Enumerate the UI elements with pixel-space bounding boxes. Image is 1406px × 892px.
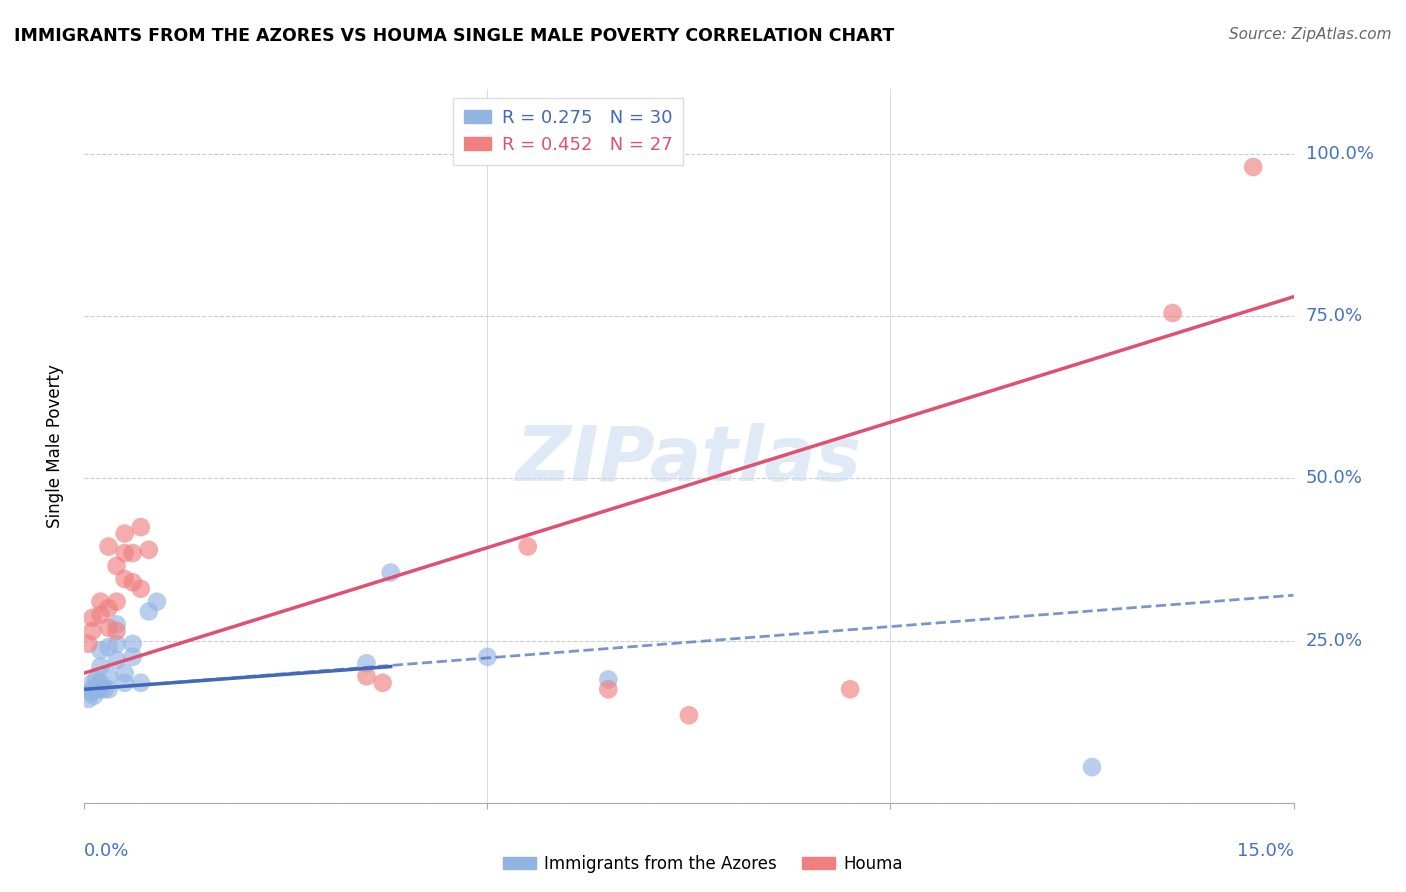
Point [138,604,160,618]
Point [114,526,136,541]
Point [89,643,111,657]
Point [380,566,402,580]
Point [97,540,120,554]
Point [114,666,136,681]
Text: 50.0%: 50.0% [1306,469,1362,487]
Point [82,611,104,625]
Point [121,649,143,664]
Point [97,621,120,635]
Point [839,682,862,697]
Point [89,682,111,697]
Point [97,601,120,615]
Text: Source: ZipAtlas.com: Source: ZipAtlas.com [1229,27,1392,42]
Point [477,649,499,664]
Point [82,675,104,690]
Text: 75.0%: 75.0% [1306,307,1362,326]
Point [105,624,128,638]
Point [598,673,620,687]
Point [516,540,538,554]
Point [146,595,169,609]
Point [77,692,100,706]
Point [86,673,108,687]
Point [97,682,120,697]
Point [86,682,108,697]
Point [1241,160,1264,174]
Point [80,685,103,699]
Point [105,595,128,609]
Point [121,546,143,560]
Point [371,675,394,690]
Point [356,657,378,671]
Point [678,708,700,723]
Point [121,575,143,590]
Point [1161,306,1184,320]
Point [77,637,100,651]
Point [83,689,105,703]
Point [114,572,136,586]
Point [89,659,111,673]
Point [129,675,152,690]
Text: 25.0%: 25.0% [1306,632,1362,649]
Point [97,669,120,683]
Point [105,653,128,667]
Point [93,682,115,697]
Text: IMMIGRANTS FROM THE AZORES VS HOUMA SINGLE MALE POVERTY CORRELATION CHART: IMMIGRANTS FROM THE AZORES VS HOUMA SING… [14,27,894,45]
Legend: R = 0.275   N = 30, R = 0.452   N = 27: R = 0.275 N = 30, R = 0.452 N = 27 [453,98,683,165]
Point [129,520,152,534]
Text: 100.0%: 100.0% [1306,145,1374,163]
Legend: Immigrants from the Azores, Houma: Immigrants from the Azores, Houma [496,848,910,880]
Point [89,675,111,690]
Point [82,624,104,638]
Point [129,582,152,596]
Point [82,682,104,697]
Point [121,637,143,651]
Point [105,617,128,632]
Point [1081,760,1104,774]
Text: 15.0%: 15.0% [1236,842,1294,860]
Text: ZIPatlas: ZIPatlas [516,424,862,497]
Point [89,607,111,622]
Point [598,682,620,697]
Point [138,542,160,557]
Text: 0.0%: 0.0% [84,842,129,860]
Point [105,637,128,651]
Point [105,559,128,574]
Point [114,675,136,690]
Point [356,669,378,683]
Y-axis label: Single Male Poverty: Single Male Poverty [45,364,63,528]
Point [97,640,120,654]
Point [114,546,136,560]
Point [89,595,111,609]
